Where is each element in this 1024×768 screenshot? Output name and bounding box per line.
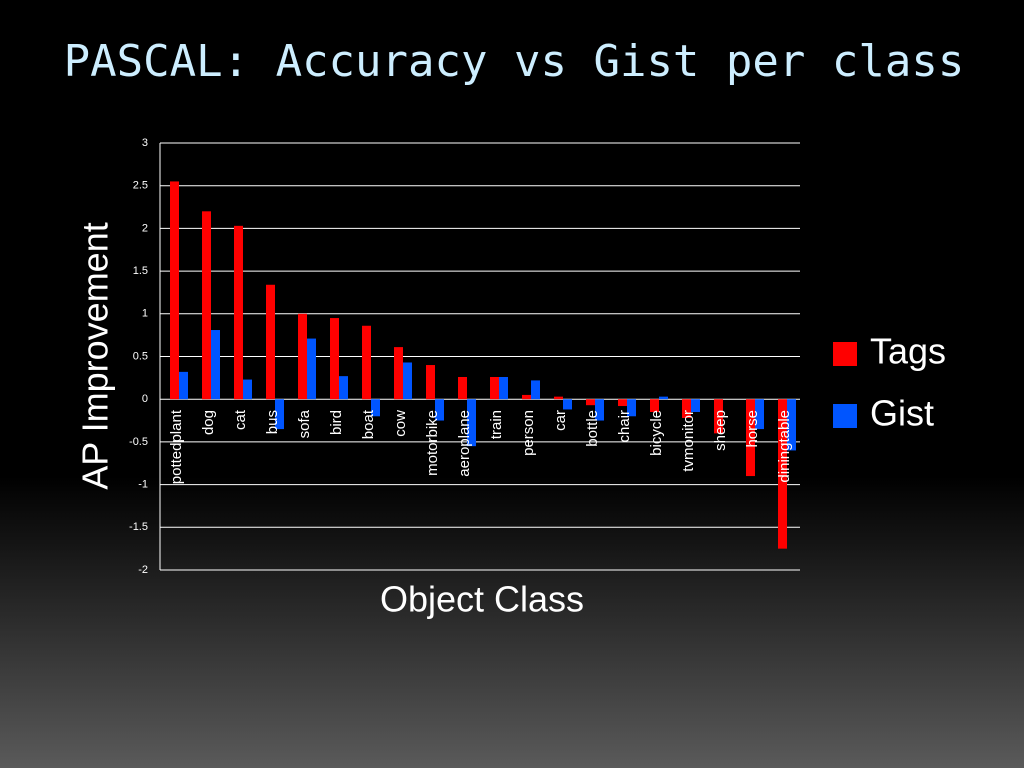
bar: [618, 399, 627, 407]
x-tick-label: sofa: [296, 409, 313, 438]
bar: [243, 379, 252, 400]
x-tick-label: aeroplane: [456, 410, 473, 477]
y-tick-label: 1: [142, 308, 148, 320]
x-tick-label: bus: [264, 410, 281, 434]
x-tick-label: horse: [744, 410, 761, 448]
x-tick-label: chair: [616, 410, 633, 443]
bar: [307, 338, 316, 400]
y-tick-label: 0: [142, 393, 148, 405]
y-axis-title: AP Improvement: [75, 222, 116, 489]
bar: [787, 399, 796, 451]
y-tick-label: 2.5: [133, 180, 148, 192]
bar: [362, 325, 371, 400]
x-tick-label: bicycle: [648, 410, 665, 456]
legend-label: Tags: [870, 331, 946, 372]
bar: [563, 399, 572, 410]
y-tick-label: 2: [142, 222, 148, 234]
bar: [691, 399, 700, 413]
x-tick-label: cat: [232, 409, 249, 430]
bar: [522, 394, 531, 400]
bar: [211, 330, 220, 400]
y-tick-label: -1.5: [129, 521, 148, 533]
y-tick-label: 3: [142, 137, 148, 149]
x-tick-label: car: [552, 410, 569, 431]
x-tick-label: boat: [360, 409, 377, 439]
bar: [371, 399, 380, 417]
y-tick-label: -1: [138, 479, 148, 491]
bar: [403, 362, 412, 400]
bar: [298, 313, 307, 400]
bar: [426, 365, 435, 400]
chart-title: PASCAL: Accuracy vs Gist per class: [64, 36, 965, 87]
bar: [467, 399, 476, 447]
bar: [659, 396, 668, 400]
bar: [490, 376, 499, 400]
bar: [266, 284, 275, 400]
bar: [179, 371, 188, 400]
x-tick-label: bottle: [584, 410, 601, 447]
x-tick-label: train: [488, 410, 505, 439]
bar: [339, 376, 348, 400]
y-tick-label: -0.5: [129, 436, 148, 448]
bar: [202, 211, 211, 400]
bar: [586, 399, 595, 406]
x-axis-title: Object Class: [380, 579, 584, 620]
x-tick-label: bird: [328, 410, 345, 435]
bar: [682, 399, 691, 418]
x-tick-label: sheep: [712, 410, 729, 451]
x-tick-label: pottedplant: [168, 409, 185, 484]
legend-label: Gist: [870, 393, 934, 434]
x-tick-label: tvmonitor: [680, 410, 697, 472]
bar: [755, 399, 764, 430]
x-tick-label: motorbike: [424, 410, 441, 476]
bar: [714, 399, 723, 434]
bar: [746, 399, 755, 477]
bar: [650, 399, 659, 413]
bar: [778, 399, 787, 549]
legend-swatch: [833, 404, 857, 428]
y-tick-label: -2: [138, 564, 148, 576]
x-tick-label: dog: [200, 410, 217, 435]
bar: [531, 380, 540, 400]
bar: [330, 318, 339, 400]
x-tick-label: diningtable: [776, 410, 793, 483]
bar: [435, 399, 444, 421]
bar: [458, 376, 467, 400]
bar: [627, 399, 636, 417]
bar: [394, 347, 403, 400]
x-tick-label: cow: [392, 410, 409, 437]
x-tick-label: person: [520, 410, 537, 456]
bar: [499, 376, 508, 400]
legend-swatch: [833, 342, 857, 366]
bar: [170, 181, 179, 400]
y-tick-label: 0.5: [133, 350, 148, 362]
bar: [234, 225, 243, 400]
bar: [554, 396, 563, 400]
y-tick-label: 1.5: [133, 265, 148, 277]
bar: [595, 399, 604, 421]
bar: [275, 399, 284, 430]
